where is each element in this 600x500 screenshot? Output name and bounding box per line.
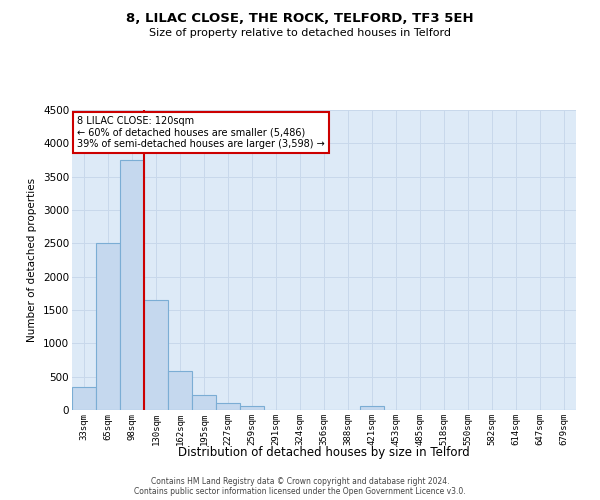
- Bar: [96, 244, 120, 410]
- Text: 8, LILAC CLOSE, THE ROCK, TELFORD, TF3 5EH: 8, LILAC CLOSE, THE ROCK, TELFORD, TF3 5…: [126, 12, 474, 26]
- Text: Size of property relative to detached houses in Telford: Size of property relative to detached ho…: [149, 28, 451, 38]
- Bar: [72, 386, 96, 410]
- Bar: [192, 396, 216, 410]
- Text: 8 LILAC CLOSE: 120sqm
← 60% of detached houses are smaller (5,486)
39% of semi-d: 8 LILAC CLOSE: 120sqm ← 60% of detached …: [77, 116, 325, 149]
- Bar: [144, 300, 168, 410]
- Text: Contains public sector information licensed under the Open Government Licence v3: Contains public sector information licen…: [134, 486, 466, 496]
- Bar: [360, 406, 384, 410]
- Bar: [168, 372, 192, 410]
- Text: Distribution of detached houses by size in Telford: Distribution of detached houses by size …: [178, 446, 470, 459]
- Text: Contains HM Land Registry data © Crown copyright and database right 2024.: Contains HM Land Registry data © Crown c…: [151, 476, 449, 486]
- Bar: [120, 160, 144, 410]
- Bar: [216, 404, 240, 410]
- Bar: [240, 406, 264, 410]
- Y-axis label: Number of detached properties: Number of detached properties: [28, 178, 37, 342]
